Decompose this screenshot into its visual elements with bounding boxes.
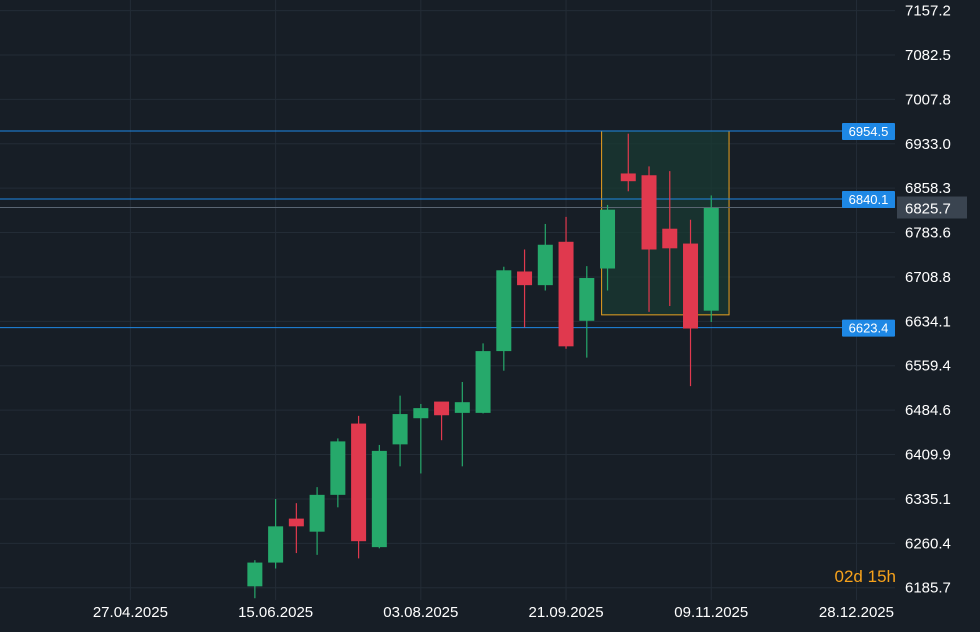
price-tick-label: 6783.6 (905, 225, 951, 242)
price-tick-label: 6933.0 (905, 136, 951, 153)
candle-body (641, 175, 657, 250)
current-price-badge (897, 196, 967, 219)
candle-body (496, 270, 512, 352)
countdown-day-unit: d (853, 567, 863, 586)
candle-body (454, 402, 470, 413)
price-tick-label: 6260.4 (905, 535, 951, 552)
current-price-label: 6825.7 (905, 201, 951, 218)
candle-body (683, 243, 699, 329)
candle-body (475, 351, 491, 413)
price-tick-label: 7157.2 (905, 3, 951, 20)
candle-body (517, 271, 533, 286)
candle-body (371, 450, 387, 548)
candle-body (600, 209, 616, 269)
candle-body (268, 526, 284, 563)
candle-body (579, 278, 595, 321)
price-tick-label: 6559.4 (905, 358, 951, 375)
time-tick-label: 03.08.2025 (383, 604, 458, 621)
price-tick-label: 6335.1 (905, 491, 951, 508)
candle-body (247, 562, 263, 587)
candle-body (330, 441, 346, 495)
price-level-badge (842, 319, 895, 337)
candle-body (392, 414, 408, 445)
candle-body (351, 423, 367, 542)
price-tick-label: 6708.8 (905, 269, 951, 286)
price-tick-label: 6185.7 (905, 580, 951, 597)
time-tick-label: 27.04.2025 (93, 604, 168, 621)
countdown-days: 02 (834, 567, 854, 586)
candle-body (309, 494, 325, 532)
time-tick-label: 15.06.2025 (238, 604, 313, 621)
price-level-badge (842, 190, 895, 208)
candle-body (558, 241, 574, 347)
candle-body (620, 173, 636, 182)
price-tick-label: 7007.8 (905, 91, 951, 108)
price-level-label: 6840.1 (849, 192, 889, 207)
candle-body (434, 401, 450, 416)
price-tick-label: 6858.3 (905, 180, 951, 197)
time-tick-label: 28.12.2025 (819, 604, 894, 621)
price-level-label: 6623.4 (849, 321, 889, 336)
candle-body (537, 244, 553, 286)
countdown-hours: 15 (867, 567, 887, 586)
candle-body (662, 228, 678, 249)
bar-countdown: 02d 15h (834, 567, 896, 587)
candle-body (288, 518, 304, 527)
price-tick-label: 6409.9 (905, 447, 951, 464)
price-level-label: 6954.5 (849, 124, 889, 139)
price-tick-label: 6484.6 (905, 402, 951, 419)
countdown-hour-unit: h (886, 567, 896, 586)
time-tick-label: 21.09.2025 (529, 604, 604, 621)
candle-body (413, 408, 429, 419)
time-tick-label: 09.11.2025 (674, 604, 748, 621)
candle-body (703, 207, 719, 311)
price-tick-label: 6634.1 (905, 313, 951, 330)
price-level-badge (842, 122, 895, 140)
price-tick-label: 7082.5 (905, 47, 951, 64)
